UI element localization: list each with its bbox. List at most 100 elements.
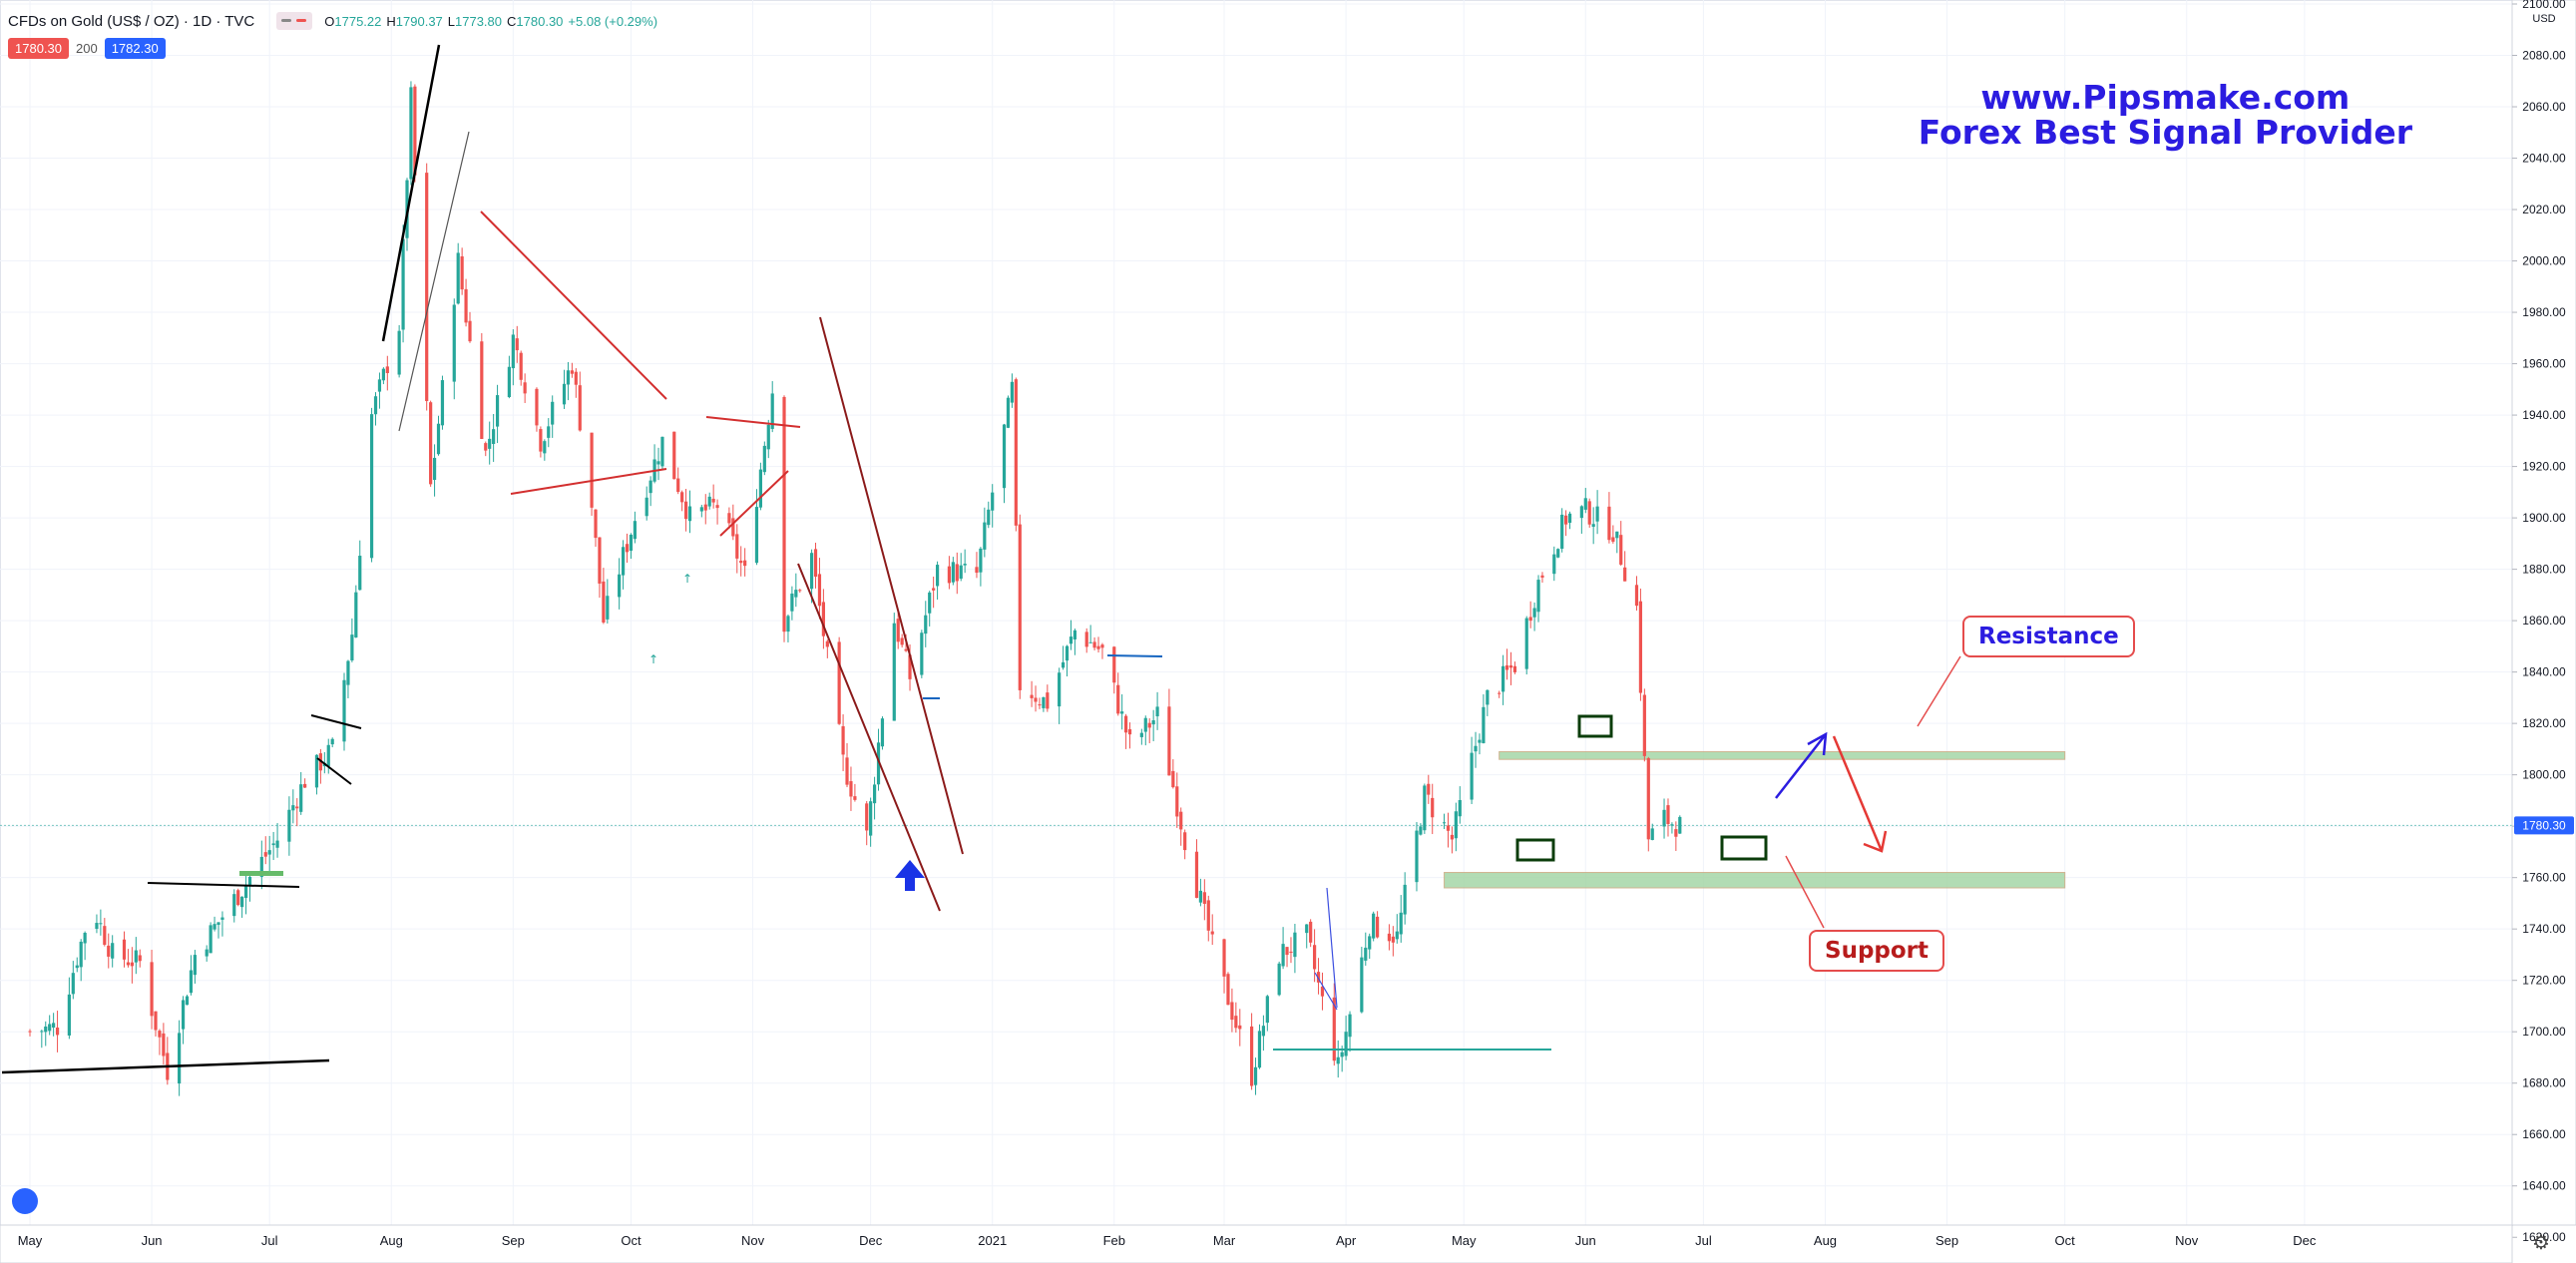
candle-body [594, 509, 598, 539]
ask-badge[interactable]: 1782.30 [104, 38, 166, 59]
candle-body [71, 973, 75, 995]
candle-body [896, 619, 900, 642]
bid-ask-badges: 1780.30 200 1782.30 [8, 38, 166, 59]
candle-body [381, 368, 385, 381]
candle-body [1638, 601, 1643, 693]
candle-body [955, 564, 959, 582]
candle-body [991, 492, 995, 511]
candle-body [1340, 1052, 1344, 1057]
candle-body [754, 507, 759, 564]
price-tick-label: 2060.00 [2522, 100, 2566, 114]
candle-body [1470, 752, 1474, 800]
candle-body [543, 441, 547, 454]
candle-body [813, 549, 818, 577]
candle-body [468, 320, 472, 342]
candle-body [354, 592, 358, 637]
ohlc-value: 1790.37 [395, 13, 443, 29]
candle-body [52, 1023, 56, 1028]
price-tick-label: 1800.00 [2522, 768, 2566, 782]
candle-body [185, 996, 190, 1006]
candle-body [1391, 936, 1395, 943]
time-tick-label: Jun [1575, 1233, 1596, 1248]
candle-body [625, 544, 630, 553]
candle-body [103, 926, 107, 945]
candle-body [162, 1033, 166, 1056]
candle-body [574, 371, 578, 385]
price-tick-label: 2000.00 [2522, 254, 2566, 268]
candle-body [1073, 630, 1077, 639]
resistance-zone [1499, 750, 2066, 760]
price-tick-label: 1940.00 [2522, 408, 2566, 422]
candle-body [158, 1031, 162, 1038]
time-tick-label: Sep [1935, 1233, 1958, 1248]
candle-body [1096, 645, 1100, 649]
candle-body [1230, 1002, 1234, 1021]
price-tick-label: 1900.00 [2522, 511, 2566, 525]
candle-body [1611, 537, 1615, 542]
trend-line [705, 416, 801, 428]
candle-body [373, 396, 378, 415]
candle-body [1348, 1014, 1352, 1038]
candle-body [1450, 834, 1455, 840]
tradingview-logo-icon[interactable] [12, 1188, 38, 1214]
candle-body [1018, 524, 1022, 690]
candle-body [413, 86, 417, 176]
candle-body [1061, 661, 1066, 668]
price-tick-label: 1740.00 [2522, 922, 2566, 936]
candle-body [1646, 757, 1650, 840]
candle-body [602, 581, 606, 623]
ohlc-key: H [386, 13, 396, 29]
candle-body [189, 970, 194, 994]
candle-body [908, 654, 912, 679]
candle-body [570, 370, 574, 374]
candle-body [644, 497, 648, 517]
symbol-title[interactable]: CFDs on Gold (US$ / OZ) · 1D · TVC [8, 12, 255, 30]
candle-body [1427, 783, 1431, 795]
candle-body [766, 424, 770, 450]
candle-body [794, 590, 798, 598]
current-price-tag [2514, 816, 2574, 835]
indicator-toggle-icon[interactable] [276, 12, 313, 30]
price-tick-label: 2080.00 [2522, 49, 2566, 63]
resistance-callout[interactable]: Resistance [1962, 616, 2135, 657]
time-tick-label: Jul [261, 1233, 278, 1248]
gear-icon[interactable]: ⚙ [2532, 1232, 2550, 1254]
candle-body [1615, 531, 1619, 539]
candle-body [1423, 785, 1427, 831]
candle-body [1486, 689, 1490, 705]
candle-body [1069, 636, 1073, 644]
candle-body [825, 640, 829, 647]
candle-body [1634, 585, 1639, 607]
trend-line [480, 210, 667, 400]
candle-body [900, 637, 904, 645]
candle-body [432, 457, 437, 481]
currency-label: USD [2532, 13, 2555, 25]
candle-body [1364, 947, 1368, 961]
candle-body [236, 890, 240, 906]
candle-body [484, 443, 488, 451]
candle-body [1336, 1056, 1340, 1064]
candle-body [1607, 506, 1611, 541]
candle-body [181, 1000, 186, 1030]
candle-body [845, 757, 849, 785]
candle-body [880, 718, 885, 747]
trend-drawings: ↑↑ [1, 44, 1990, 1074]
price-tick-label: 1960.00 [2522, 357, 2566, 371]
candle-body [551, 401, 555, 425]
price-axis[interactable]: 1620.00 1640.00 1660.00 1680.00 1700.00 1720.… [2511, 0, 2576, 1244]
candle-body [425, 173, 429, 402]
zone-touch-marker [1720, 835, 1768, 861]
bid-badge[interactable]: 1780.30 [8, 38, 69, 59]
trend-line [819, 316, 964, 855]
candle-body [1194, 851, 1199, 898]
candle-body [436, 423, 441, 455]
grid-lines [0, 0, 2513, 1238]
candle-body [1670, 824, 1674, 826]
candle-body [1100, 644, 1104, 648]
candle-body [287, 809, 291, 842]
candle-body [213, 924, 216, 930]
time-axis[interactable]: May Jun Jul Aug Sep Oct Nov Dec 2021 Feb Mar Apr May… [0, 1224, 2513, 1263]
support-callout[interactable]: Support [1809, 930, 1945, 972]
candle-body [1399, 912, 1403, 935]
